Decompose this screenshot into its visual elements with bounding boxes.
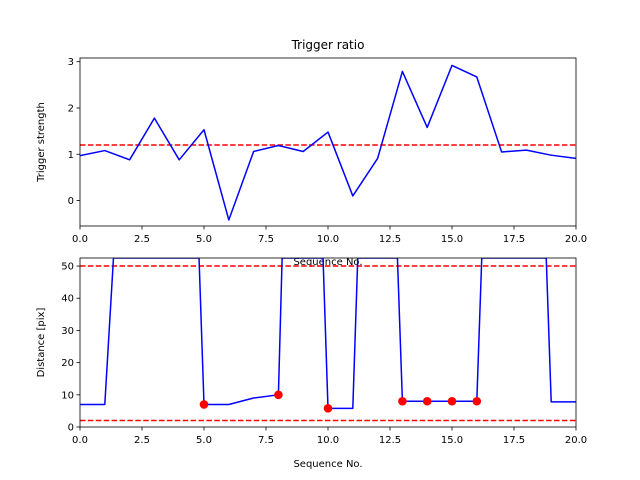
- x-tick-label-5: 12.5: [379, 234, 401, 245]
- x-tick-label-6: 15.0: [441, 435, 463, 446]
- x-tick-label-8: 20.0: [565, 234, 587, 245]
- x-tick-label-7: 17.5: [503, 234, 525, 245]
- y-tick-label-2: 20: [61, 358, 74, 369]
- plot-area: [80, 258, 576, 422]
- data-point-1: [274, 390, 283, 400]
- x-tick-label-3: 7.5: [258, 234, 274, 245]
- x-tick-label-0: 0.0: [72, 435, 88, 446]
- x-tick-label-5: 12.5: [379, 435, 401, 446]
- x-tick-label-2: 5.0: [196, 234, 212, 245]
- x-tick-label-7: 17.5: [503, 435, 525, 446]
- data-point-6: [472, 396, 482, 406]
- trigger-ratio-panel: 0.0 2.5 5.0 7.5 10.0 12.5 15.0 17.5 20.0 0 1 2 3 Trig…: [36, 38, 587, 268]
- distance-panel: 0.0 2.5 5.0 7.5 10.0 12.5 15.0 17.5 20.0 0 10 20 30 4…: [36, 257, 587, 470]
- y-tick-label-3: 3: [68, 57, 74, 68]
- data-point-5: [447, 396, 457, 406]
- y-tick-label-0: 0: [68, 423, 74, 434]
- data-point-2: [323, 404, 333, 413]
- y-tick-label-3: 30: [61, 326, 74, 337]
- y-axis-label: Distance [pix]: [36, 308, 47, 378]
- y-tick-label-4: 40: [61, 294, 74, 305]
- x-tick-label-4: 10.0: [317, 435, 339, 446]
- x-axis-label: Sequence No.: [293, 459, 362, 470]
- y-tick-label-1: 1: [68, 150, 74, 161]
- data-point-0: [199, 400, 209, 409]
- x-tick-label-0: 0.0: [72, 234, 88, 245]
- x-tick-label-8: 20.0: [565, 435, 587, 446]
- chart-title: Trigger ratio: [291, 38, 365, 52]
- y-axis-label: Trigger strength: [36, 102, 47, 183]
- x-tick-label-6: 15.0: [441, 234, 463, 245]
- x-tick-label-1: 2.5: [134, 234, 150, 245]
- data-point-3: [398, 396, 407, 406]
- plot-area: [80, 64, 576, 221]
- y-tick-label-2: 2: [68, 103, 74, 114]
- y-tick-label-5: 50: [61, 262, 74, 273]
- data-point-4: [422, 396, 432, 406]
- series-line-0: [80, 64, 576, 221]
- y-tick-label-1: 10: [61, 390, 74, 401]
- x-tick-label-2: 5.0: [196, 435, 212, 446]
- x-tick-label-4: 10.0: [317, 234, 339, 245]
- x-tick-label-1: 2.5: [134, 435, 150, 446]
- x-axis-label: Sequence No.: [293, 257, 362, 268]
- x-tick-label-3: 7.5: [258, 435, 274, 446]
- series-line-0: [80, 258, 576, 410]
- y-tick-label-0: 0: [68, 196, 74, 207]
